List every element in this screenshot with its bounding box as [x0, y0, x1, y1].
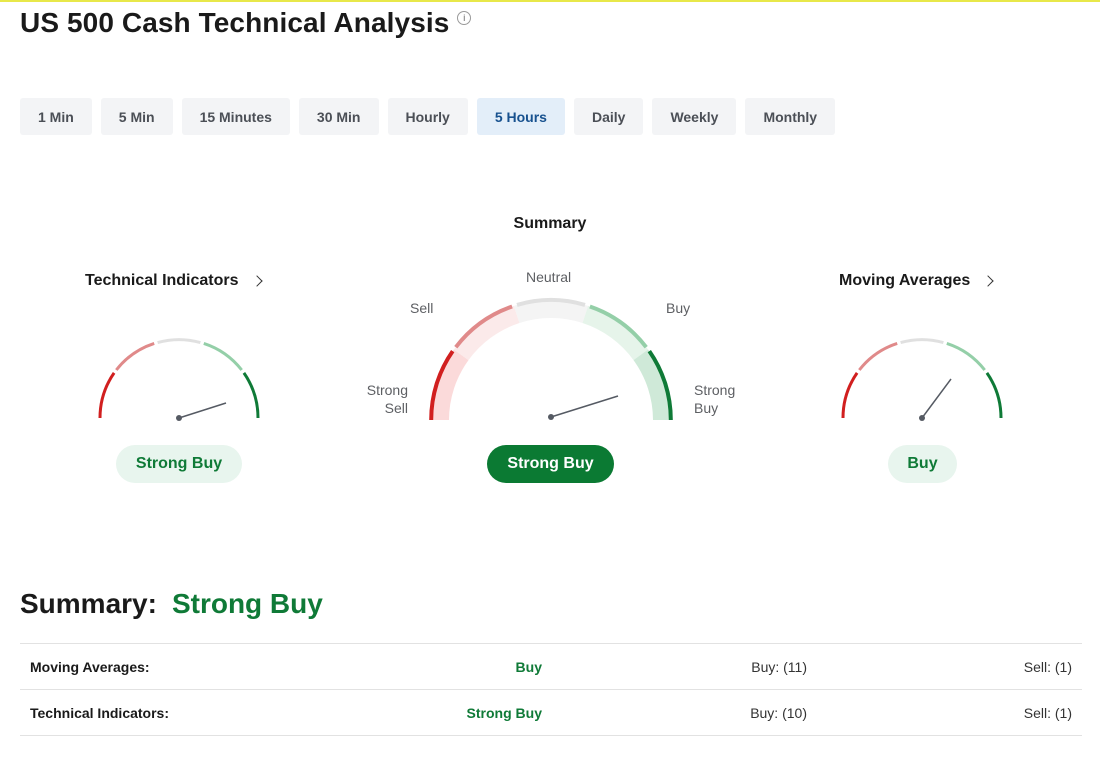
moving-averages-gauge	[841, 338, 1003, 421]
row-name: Moving Averages:	[30, 659, 150, 675]
table-row: Moving Averages: Buy Buy: (11) Sell: (1)	[20, 644, 1082, 690]
chevron-right-icon	[250, 275, 263, 287]
row-name: Technical Indicators:	[30, 705, 169, 721]
technical-indicators-gauge	[98, 338, 260, 421]
row-sell-count: Sell: (1)	[1023, 659, 1072, 675]
gauge-segment-neutral	[516, 297, 586, 307]
gauge-label-strong-sell-line1: Strong	[366, 382, 408, 398]
gauge-needle-pivot	[548, 414, 554, 420]
technical-indicators-title: Technical Indicators	[85, 272, 239, 289]
tab-hourly[interactable]: Hourly	[387, 98, 468, 135]
gauge-segment-sell	[858, 341, 898, 371]
gauge-label-strong-sell: Strong Sell	[363, 381, 408, 417]
summary-value: Strong Buy	[171, 588, 323, 619]
gauge-needle	[550, 395, 619, 418]
gauge-segment-neutral	[900, 338, 944, 345]
summary-gauge	[429, 297, 673, 421]
gauge-label-neutral: Neutral	[526, 269, 572, 285]
gauge-segment-strong-buy	[242, 372, 260, 419]
moving-averages-title: Moving Averages	[839, 272, 971, 289]
tab-daily[interactable]: Daily	[573, 98, 644, 135]
gauge-segment-strong-sell	[98, 372, 116, 419]
row-buy-count: Buy: (10)	[750, 705, 807, 721]
gauge-segment-strong-buy	[647, 349, 673, 421]
tab-15-minutes[interactable]: 15 Minutes	[181, 98, 290, 135]
gauge-label-strong-buy: Strong Buy	[694, 381, 735, 417]
technical-indicators-link[interactable]: Technical Indicators	[85, 272, 263, 290]
timeframe-tabs: 1 Min 5 Min 15 Minutes 30 Min Hourly 5 H…	[20, 98, 844, 135]
gauge-label-buy: Buy	[666, 300, 691, 316]
summary-result: Summary: Strong Buy	[20, 588, 323, 620]
gauge-label-strong-sell-line2: Sell	[384, 400, 408, 416]
summary-table: Moving Averages: Buy Buy: (11) Sell: (1)…	[20, 643, 1082, 736]
moving-averages-signal-badge: Buy	[888, 445, 957, 483]
gauge-needle-pivot	[176, 415, 182, 421]
row-buy-count: Buy: (11)	[751, 659, 807, 675]
gauge-label-sell: Sell	[410, 300, 434, 316]
row-action: Strong Buy	[466, 705, 542, 721]
summary-signal-badge: Strong Buy	[487, 445, 614, 483]
tab-30-min[interactable]: 30 Min	[298, 98, 379, 135]
tab-weekly[interactable]: Weekly	[652, 98, 737, 135]
gauge-segment-neutral	[157, 338, 201, 345]
technical-indicators-signal-badge: Strong Buy	[116, 445, 242, 483]
page-title: US 500 Cash Technical Analysis	[20, 7, 450, 38]
tab-5-min[interactable]: 5 Min	[100, 98, 173, 135]
table-row: Technical Indicators: Strong Buy Buy: (1…	[20, 690, 1082, 736]
top-accent-line	[0, 0, 1100, 2]
tab-5-hours[interactable]: 5 Hours	[476, 98, 565, 135]
chevron-right-icon	[982, 275, 994, 287]
gauge-label-strong-buy-line2: Buy	[694, 400, 719, 416]
gauge-segment-strong-sell	[429, 349, 455, 421]
page-header: US 500 Cash Technical Analysis i	[20, 6, 472, 40]
row-action: Buy	[515, 659, 542, 675]
gauge-needle	[921, 378, 952, 419]
gauge-needle-pivot	[919, 415, 925, 421]
moving-averages-link[interactable]: Moving Averages	[839, 272, 994, 290]
gauge-segment-strong-buy	[985, 372, 1003, 419]
info-icon[interactable]: i	[457, 11, 472, 25]
gauge-segment-sell	[115, 341, 155, 371]
gauge-segment-buy	[203, 341, 243, 371]
summary-gauge-heading: Summary	[513, 215, 587, 232]
gauge-segment-sell	[454, 304, 513, 349]
tab-monthly[interactable]: Monthly	[745, 98, 836, 135]
gauge-segment-buy	[589, 304, 648, 349]
tab-1-min[interactable]: 1 Min	[20, 98, 92, 135]
gauge-segment-buy	[946, 341, 986, 371]
gauge-segment-strong-sell	[841, 372, 859, 419]
gauge-label-strong-buy-line1: Strong	[694, 382, 736, 398]
gauge-needle	[178, 402, 227, 419]
summary-label: Summary:	[20, 588, 157, 619]
row-sell-count: Sell: (1)	[1023, 705, 1072, 721]
